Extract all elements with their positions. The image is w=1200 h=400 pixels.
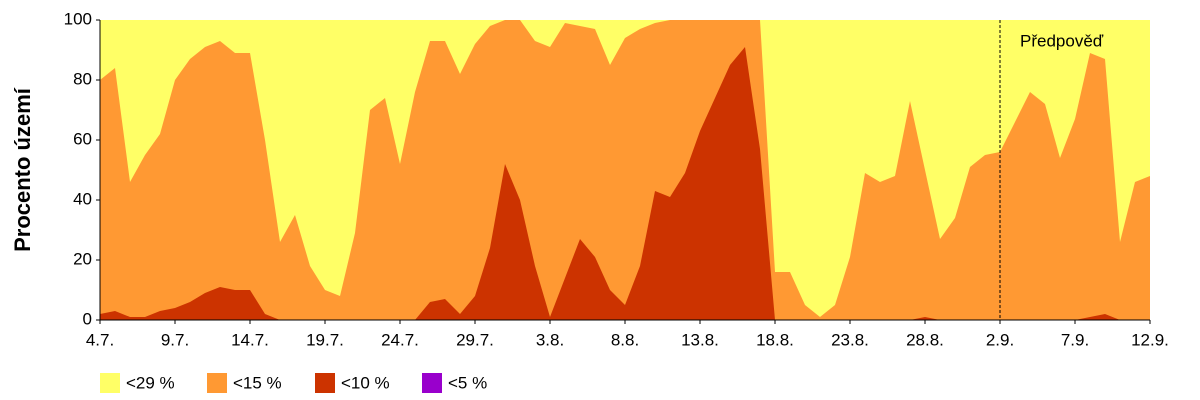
x-tick-label: 8.8. xyxy=(611,330,639,349)
legend-label: <10 % xyxy=(341,373,390,392)
legend-label: <5 % xyxy=(448,373,487,392)
x-tick-label: 29.7. xyxy=(456,330,494,349)
y-tick-label: 80 xyxy=(73,69,92,88)
y-tick-label: 60 xyxy=(73,129,92,148)
legend-swatch xyxy=(100,373,120,393)
annotation: Předpověď xyxy=(1020,31,1104,50)
x-tick-label: 18.8. xyxy=(756,330,794,349)
legend-label: <15 % xyxy=(233,373,282,392)
x-tick-label: 19.7. xyxy=(306,330,344,349)
legend-swatch xyxy=(422,373,442,393)
x-tick-label: 2.9. xyxy=(986,330,1014,349)
legend-label: <29 % xyxy=(126,373,175,392)
x-tick-label: 28.8. xyxy=(906,330,944,349)
x-tick-label: 9.7. xyxy=(161,330,189,349)
x-tick-label: 23.8. xyxy=(831,330,869,349)
legend-swatch xyxy=(315,373,335,393)
y-tick-label: 100 xyxy=(64,9,92,28)
x-tick-label: 24.7. xyxy=(381,330,419,349)
y-tick-label: 20 xyxy=(73,249,92,268)
y-tick-label: 0 xyxy=(83,309,92,328)
y-axis-label: Procento území xyxy=(10,87,35,252)
x-tick-label: 13.8. xyxy=(681,330,719,349)
x-tick-label: 3.8. xyxy=(536,330,564,349)
legend-swatch xyxy=(207,373,227,393)
y-tick-label: 40 xyxy=(73,189,92,208)
x-tick-label: 4.7. xyxy=(86,330,114,349)
x-tick-label: 14.7. xyxy=(231,330,269,349)
area xyxy=(100,20,1150,320)
x-tick-label: 12.9. xyxy=(1131,330,1169,349)
x-tick-label: 7.9. xyxy=(1061,330,1089,349)
